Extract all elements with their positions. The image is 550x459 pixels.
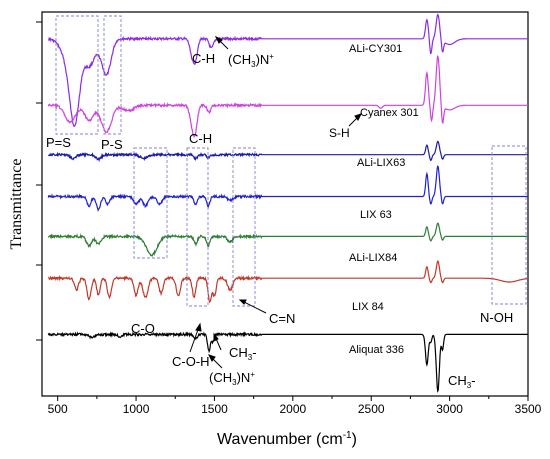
annotation-c-n: C=N (269, 311, 295, 326)
arrowhead (213, 332, 219, 342)
arrowhead (208, 354, 216, 362)
series-label-cyanex-301: Cyanex 301 (360, 107, 419, 119)
annotation-ch3n-bot-sup: + (250, 370, 255, 379)
series-label-lix-84: LIX 84 (352, 301, 384, 313)
annotation-ch3-mid-text: CH (229, 345, 248, 360)
plot-frame (41, 11, 529, 397)
highlight-box-c-n (232, 147, 256, 307)
annotation-arrows (189, 35, 362, 369)
highlight-box-c-o (133, 147, 168, 259)
annotation-ch3-bot-sup: - (471, 373, 475, 388)
series-line-lix-84 (48, 260, 529, 304)
x-axis-label-text: Wavenumber (cm (217, 431, 343, 448)
annotation-ch3-mid-sup: - (252, 345, 256, 360)
arrowhead (195, 322, 202, 332)
series-labels: ALi-CY301 Cyanex 301 ALi-LIX63 LIX 63 AL… (349, 43, 419, 356)
annotation-ch3n-top: (CH3)N+ (228, 52, 274, 69)
x-tick-label: 1500 (201, 402, 228, 416)
arrowhead (238, 299, 247, 305)
x-tick-label: 1000 (123, 402, 150, 416)
annotation-ch3n-top-text: (CH (228, 52, 251, 67)
x-axis-ticks: 500 1000 1500 2000 2500 3000 3500 (48, 396, 542, 416)
highlight-boxes (55, 15, 527, 307)
x-tick-label: 3500 (515, 402, 542, 416)
group-annotations: P=S P-S C-H (CH3)N+ C-H S-H C-O C-O-H CH… (46, 51, 513, 390)
annotation-ch3n-top-tail: )N (256, 52, 270, 67)
highlight-box-c-o-h (186, 147, 209, 307)
annotation-c-h-mid: C-H (189, 131, 212, 146)
annotation-ch3-bot-sub: 3 (467, 381, 472, 390)
annotation-c-o: C-O (131, 321, 155, 336)
annotation-ch3n-bot-text: (CH (209, 370, 232, 385)
annotation-s-h: S-H (329, 126, 350, 140)
annotation-ch3-mid: CH3- (229, 345, 257, 362)
x-axis-label-sup: -1 (343, 430, 352, 441)
x-tick-label: 500 (48, 402, 68, 416)
series-line-aliquat-336 (47, 331, 528, 393)
x-tick-label: 2000 (279, 402, 306, 416)
series-label-lix-63: LIX 63 (360, 209, 392, 221)
x-tick-label: 2500 (358, 402, 385, 416)
highlight-box-p-s (103, 15, 122, 135)
series-line-cyanex-301 (47, 54, 528, 139)
highlight-box-p-s-eq (55, 15, 99, 135)
arrowhead (214, 35, 223, 44)
highlight-box-n-oh (491, 145, 527, 305)
annotation-ch3n-bot: (CH3)N+ (209, 370, 255, 387)
annotation-c-h-top: C-H (192, 51, 215, 66)
x-axis-label-tail: ) (352, 431, 357, 448)
annotation-p-s-eq: P=S (46, 135, 71, 150)
series-layer (47, 13, 529, 393)
y-axis-label: Transmittance (8, 159, 25, 250)
x-tick-label: 3000 (436, 402, 463, 416)
series-line-ali-lix84 (47, 222, 528, 257)
series-label-ali-lix84: ALi-LIX84 (349, 252, 397, 264)
series-label-aliquat-336: Aliquat 336 (349, 344, 404, 356)
annotation-c-o-h: C-O-H (172, 354, 210, 369)
annotation-ch3-bot-text: CH (448, 373, 467, 388)
annotation-ch3n-top-sub: 3 (251, 60, 256, 69)
annotation-ch3n-bot-tail: )N (237, 370, 251, 385)
series-line-ali-lix63 (47, 140, 528, 163)
series-line-ali-cy301 (48, 13, 528, 128)
series-label-ali-cy301: ALi-CY301 (349, 43, 402, 55)
arrowhead (354, 113, 362, 121)
series-line-lix-63 (47, 165, 528, 213)
annotation-ch3-bot: CH3- (448, 373, 476, 390)
x-axis-label: Wavenumber (cm-1) (217, 430, 357, 448)
annotation-ch3n-top-sup: + (269, 52, 274, 61)
series-label-ali-lix63: ALi-LIX63 (357, 157, 405, 169)
annotation-p-s: P-S (101, 137, 123, 152)
annotation-ch3-mid-sub: 3 (248, 353, 253, 362)
annotation-n-oh: N-OH (480, 310, 513, 325)
annotation-ch3n-bot-sub: 3 (232, 378, 237, 387)
